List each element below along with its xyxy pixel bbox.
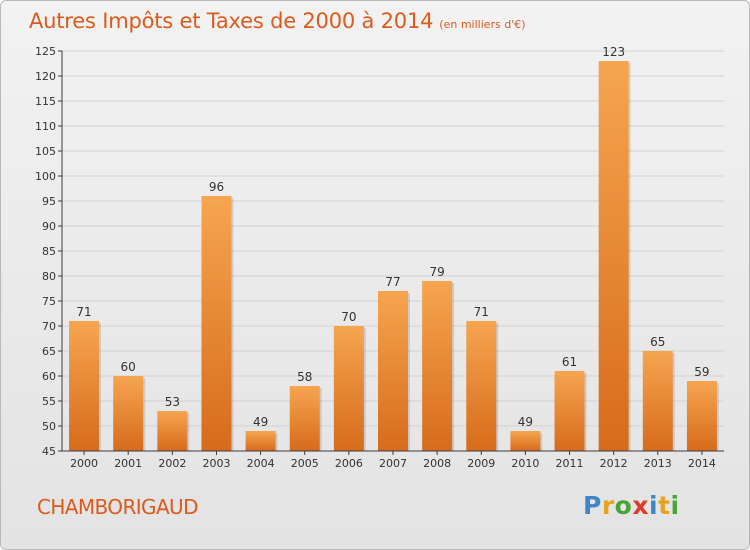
logo-letter: o xyxy=(614,491,633,520)
y-tick-label: 125 xyxy=(35,45,56,58)
data-label: 79 xyxy=(429,265,444,279)
y-tick-label: 55 xyxy=(42,395,56,408)
data-label: 61 xyxy=(562,355,577,369)
y-tick-label: 85 xyxy=(42,245,56,258)
x-tick-label: 2002 xyxy=(158,457,186,470)
x-tick-label: 2009 xyxy=(467,457,495,470)
x-tick-label: 2013 xyxy=(644,457,672,470)
x-tick-label: 2014 xyxy=(688,457,716,470)
data-label: 77 xyxy=(385,275,400,289)
proxiti-logo: Proxiti xyxy=(583,491,680,520)
x-tick-label: 2008 xyxy=(423,457,451,470)
y-tick-label: 60 xyxy=(42,370,56,383)
y-tick-label: 80 xyxy=(42,270,56,283)
data-label: 70 xyxy=(341,310,356,324)
bar xyxy=(69,321,100,451)
bar xyxy=(642,351,673,451)
bars: 71 60 53 96 49 58 70 77 79 71 49 61 123 65 59 xyxy=(69,45,719,451)
x-tick-label: 2003 xyxy=(202,457,230,470)
bar xyxy=(201,196,232,451)
data-label: 59 xyxy=(694,365,709,379)
data-label: 65 xyxy=(650,335,665,349)
x-tick-label: 2012 xyxy=(600,457,628,470)
bar xyxy=(510,431,541,451)
data-label: 53 xyxy=(165,395,180,409)
x-tick-label: 2010 xyxy=(511,457,539,470)
y-tick-label: 115 xyxy=(35,95,56,108)
bar xyxy=(333,326,364,451)
x-tick-label: 2000 xyxy=(70,457,98,470)
y-tick-label: 75 xyxy=(42,295,56,308)
logo-letter: x xyxy=(632,491,649,520)
data-label: 58 xyxy=(297,370,312,384)
bar xyxy=(157,411,188,451)
bar xyxy=(686,381,717,451)
bar xyxy=(554,371,585,451)
bar xyxy=(422,281,453,451)
x-tick-label: 2004 xyxy=(247,457,275,470)
y-tick-label: 45 xyxy=(42,445,56,458)
y-tick-label: 90 xyxy=(42,220,56,233)
y-tick-label: 50 xyxy=(42,420,56,433)
bar xyxy=(289,386,320,451)
commune-name: CHAMBORIGAUD xyxy=(37,495,198,519)
logo-letter: P xyxy=(583,491,602,520)
bar xyxy=(378,291,408,451)
logo-letter: r xyxy=(601,491,615,520)
chart-title: Autres Impôts et Taxes de 2000 à 2014 (en… xyxy=(29,9,526,33)
x-tick-label: 2001 xyxy=(114,457,142,470)
bar xyxy=(598,61,629,451)
y-tick-label: 100 xyxy=(35,170,56,183)
logo-letter: t xyxy=(658,491,671,520)
data-label: 71 xyxy=(474,305,489,319)
y-tick-label: 105 xyxy=(35,145,56,158)
y-tick-label: 120 xyxy=(35,70,56,83)
y-tick-label: 95 xyxy=(42,195,56,208)
axes: 45 50 55 60 65 70 75 80 85 90 95 100 105 110 115 120 125… xyxy=(35,45,724,470)
x-tick-label: 2007 xyxy=(379,457,407,470)
x-tick-label: 2006 xyxy=(335,457,363,470)
bar xyxy=(466,321,497,451)
x-tick-label: 2005 xyxy=(291,457,319,470)
y-tick-label: 110 xyxy=(35,120,56,133)
logo-letter: i xyxy=(649,491,659,520)
chart-unit: (en milliers d'€) xyxy=(439,18,526,31)
data-label: 123 xyxy=(602,45,625,59)
y-tick-label: 65 xyxy=(42,345,56,358)
data-label: 96 xyxy=(209,180,224,194)
data-label: 49 xyxy=(253,415,268,429)
chart-title-text: Autres Impôts et Taxes de 2000 à 2014 xyxy=(29,9,434,33)
data-label: 49 xyxy=(518,415,533,429)
x-tick-label: 2011 xyxy=(556,457,584,470)
bar xyxy=(245,431,276,451)
logo-letter: i xyxy=(670,491,680,520)
data-label: 60 xyxy=(121,360,136,374)
y-tick-label: 70 xyxy=(42,320,56,333)
bar xyxy=(113,376,144,451)
data-label: 71 xyxy=(76,305,91,319)
